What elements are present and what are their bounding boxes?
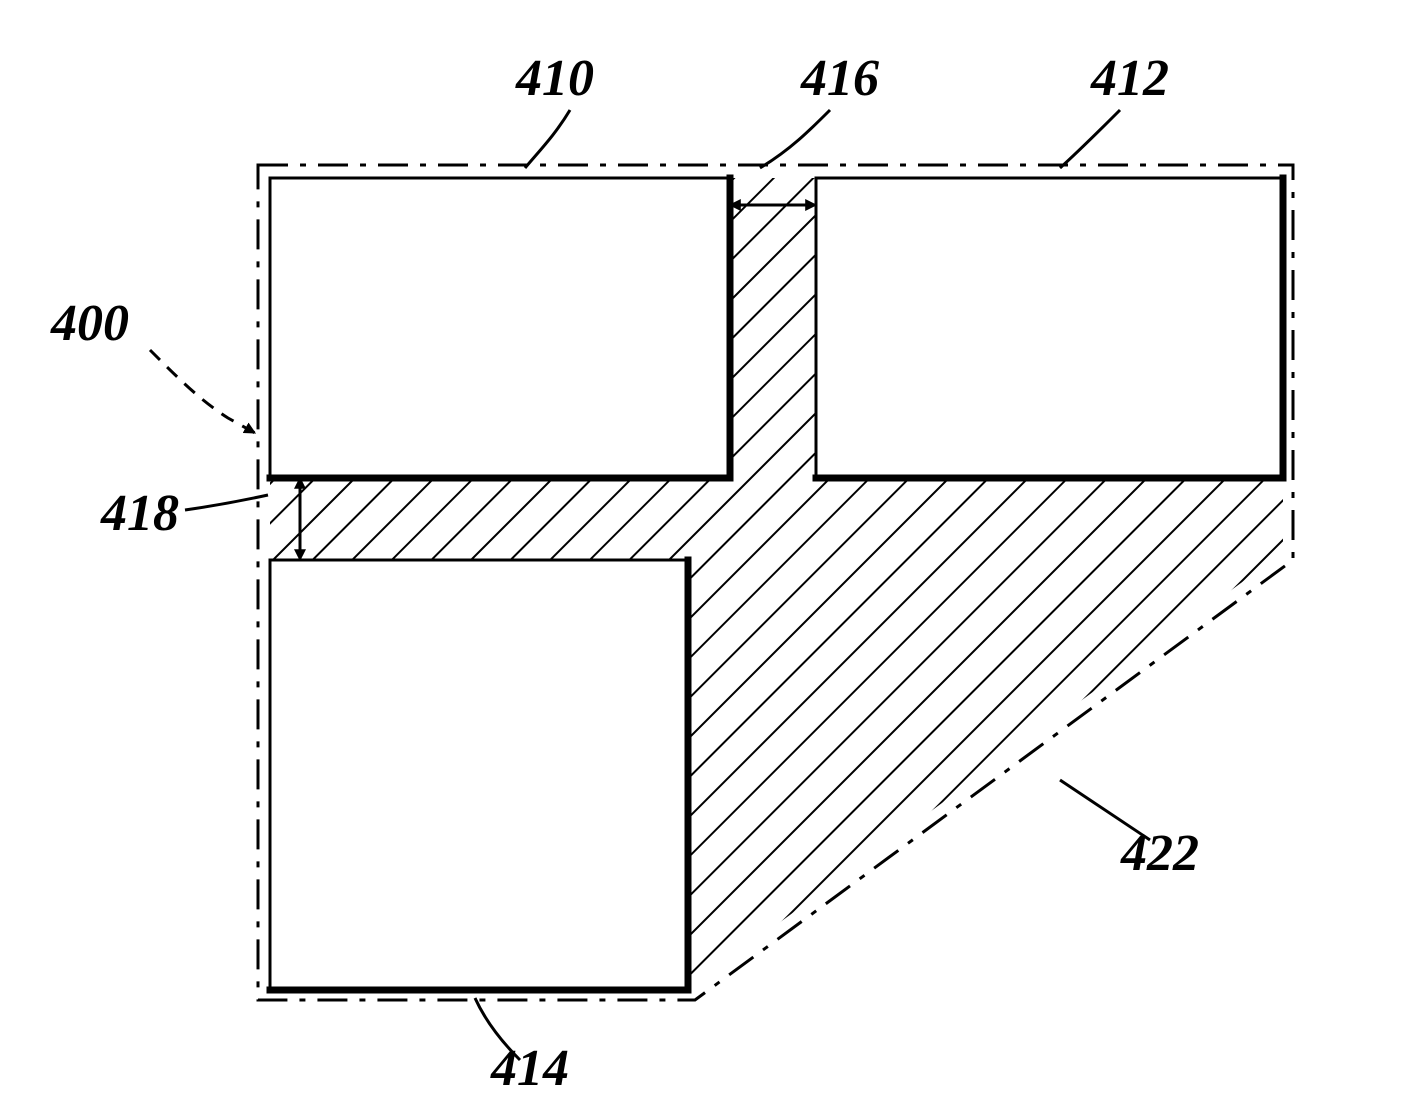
leader-p412 bbox=[1060, 110, 1120, 168]
label-400: 400 bbox=[50, 295, 129, 352]
label-414: 414 bbox=[490, 1040, 569, 1097]
block-b410 bbox=[270, 178, 730, 478]
leader-p410 bbox=[525, 110, 570, 168]
leader-p400 bbox=[150, 350, 255, 433]
label-416: 416 bbox=[800, 50, 879, 107]
label-410: 410 bbox=[515, 50, 594, 107]
block-b414 bbox=[270, 560, 688, 990]
block-b412 bbox=[816, 178, 1283, 478]
label-412: 412 bbox=[1090, 50, 1169, 107]
label-418: 418 bbox=[100, 485, 179, 542]
leader-p416 bbox=[760, 110, 830, 168]
label-422: 422 bbox=[1120, 825, 1199, 882]
leader-p418 bbox=[185, 495, 268, 510]
